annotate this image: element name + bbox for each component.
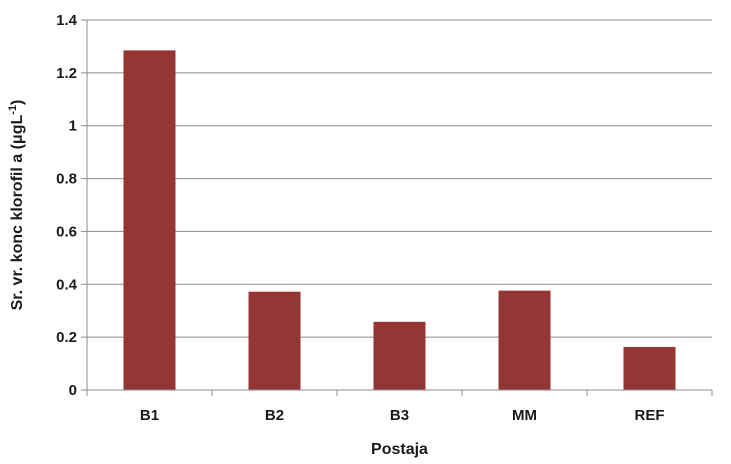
y-axis-title: Sr. vr. konc klorofil a (μgL-1) (7, 100, 26, 311)
x-tick-label: B1 (140, 407, 159, 424)
y-tick-label: 1.4 (56, 12, 78, 29)
bar-ref (623, 346, 676, 390)
y-tick-label: 0 (69, 382, 77, 399)
x-tick-label: B3 (390, 407, 409, 424)
bars (123, 50, 676, 391)
x-tick-label: MM (512, 407, 537, 424)
y-tick-label: 1 (69, 118, 77, 135)
bar-b1 (123, 50, 176, 391)
y-tick-label: 0.6 (56, 223, 77, 240)
x-axis-ticks: B1 B2 B3 MM REF (86, 390, 713, 424)
gridlines (87, 19, 712, 338)
bar-b2 (248, 291, 301, 390)
x-tick-label: B2 (265, 407, 284, 424)
y-axis-ticks: 0 0.2 0.4 0.6 0.8 1 1.2 1.4 (56, 12, 87, 399)
y-tick-label: 0.8 (56, 171, 77, 188)
x-axis-title: Postaja (371, 441, 428, 458)
x-tick-label: REF (635, 407, 665, 424)
y-tick-label: 0.2 (56, 329, 77, 346)
y-tick-label: 0.4 (56, 276, 78, 293)
bar-mm (498, 290, 551, 390)
y-tick-label: 1.2 (56, 65, 77, 82)
bar-b3 (373, 321, 426, 390)
